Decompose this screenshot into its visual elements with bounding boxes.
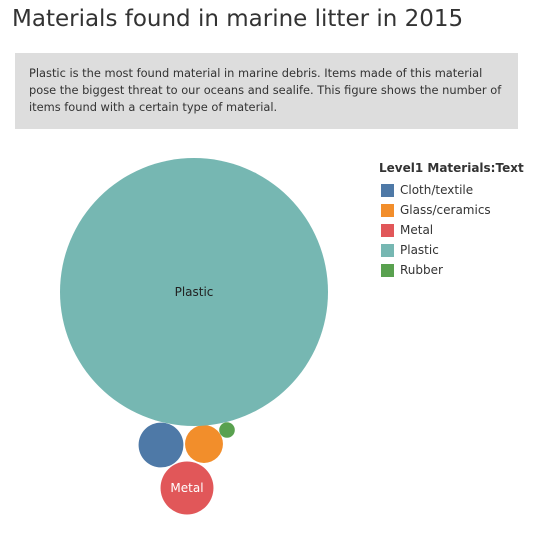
legend-label: Glass/ceramics: [400, 203, 491, 217]
legend-item[interactable]: Glass/ceramics: [379, 200, 524, 220]
bubble-chart: Metal Plastic: [60, 158, 328, 515]
legend-item[interactable]: Cloth/textile: [379, 180, 524, 200]
bubble-glass-ceramics[interactable]: [185, 425, 223, 463]
legend-label: Cloth/textile: [400, 183, 474, 197]
legend-swatch: [381, 263, 394, 277]
legend: Level1 Materials:Text Cloth/textile Glass…: [379, 161, 524, 280]
legend-item[interactable]: Metal: [379, 220, 524, 240]
description-box: Plastic is the most found material in ma…: [15, 53, 518, 129]
bubble-cloth-textile[interactable]: [138, 422, 184, 468]
chart-title: Materials found in marine litter in 2015: [12, 6, 464, 32]
legend-swatch: [381, 223, 394, 237]
description-text: Plastic is the most found material in ma…: [29, 66, 502, 114]
bubble-metal[interactable]: [160, 461, 214, 515]
legend-item[interactable]: Plastic: [379, 240, 524, 260]
legend-label: Metal: [400, 223, 434, 237]
legend-items: Cloth/textile Glass/ceramics Metal Plastic R…: [379, 180, 524, 280]
bubble-plastic[interactable]: [60, 158, 328, 426]
legend-title: Level1 Materials:Text: [379, 161, 524, 175]
legend-label: Rubber: [400, 263, 443, 277]
legend-label: Plastic: [400, 243, 439, 257]
bubble-label: Metal: [170, 481, 203, 495]
legend-swatch: [381, 183, 394, 197]
legend-item[interactable]: Rubber: [379, 260, 524, 280]
legend-swatch: [381, 243, 394, 257]
bubble-rubber[interactable]: [219, 422, 235, 438]
bubble-label: Plastic: [175, 285, 214, 299]
legend-swatch: [381, 203, 394, 217]
